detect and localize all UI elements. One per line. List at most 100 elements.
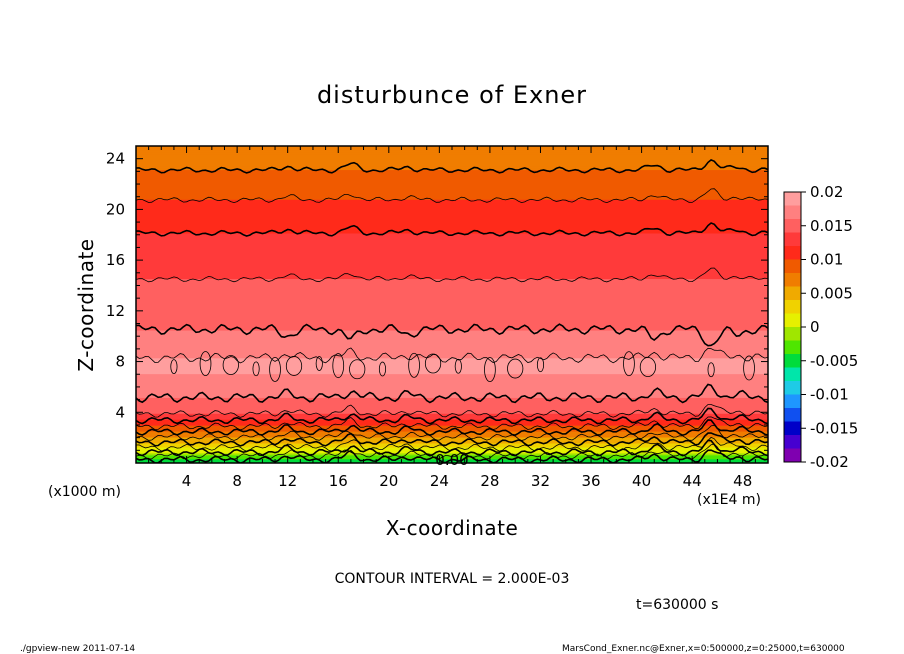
field-band xyxy=(136,421,768,424)
field-band xyxy=(136,175,768,178)
field-band xyxy=(136,446,768,450)
field-band xyxy=(136,248,768,252)
field-band xyxy=(136,300,768,303)
colorbar-swatch xyxy=(784,408,801,422)
field-band xyxy=(136,211,768,214)
contour-line xyxy=(136,323,768,347)
field-band xyxy=(136,284,768,287)
field-band xyxy=(136,375,768,379)
zero-contour-label: 0.00 xyxy=(435,451,468,469)
colorbar xyxy=(784,192,801,462)
field-band xyxy=(136,242,768,246)
field-band xyxy=(136,149,768,153)
contour-line xyxy=(136,267,768,283)
field-band xyxy=(136,427,768,430)
colorbar-swatch xyxy=(784,435,801,449)
field-band xyxy=(136,296,768,299)
colorbar-swatch xyxy=(784,327,801,341)
field-band xyxy=(136,405,768,408)
x-tick-label: 24 xyxy=(430,472,449,490)
contour-cell xyxy=(424,353,442,374)
field-band xyxy=(136,224,768,228)
colorbar-swatch xyxy=(784,421,801,435)
y-unit-label: (x1000 m) xyxy=(48,484,121,500)
x-unit-label: (x1E4 m) xyxy=(697,492,761,508)
field-band xyxy=(136,329,768,333)
field-band xyxy=(136,431,768,434)
field-band xyxy=(136,423,768,426)
contour-line xyxy=(136,416,768,431)
field-band xyxy=(136,345,768,349)
field-band xyxy=(136,318,768,321)
contour-line xyxy=(136,404,768,418)
contour-cell xyxy=(623,351,635,377)
colorbar-swatch xyxy=(784,381,801,395)
field-band xyxy=(136,290,768,293)
heatmap-field xyxy=(136,146,768,463)
field-band xyxy=(136,456,768,460)
field-band xyxy=(136,286,768,289)
field-band xyxy=(136,389,768,392)
field-band xyxy=(136,205,768,208)
field-band xyxy=(136,391,768,394)
field-band xyxy=(136,371,768,375)
field-band xyxy=(136,347,768,351)
field-band xyxy=(136,308,768,311)
field-band xyxy=(136,397,768,400)
field-band xyxy=(136,276,768,280)
contour-cell xyxy=(315,356,323,371)
colorbar-swatch xyxy=(784,246,801,260)
colorbar-swatch xyxy=(784,259,801,273)
contour-cell xyxy=(332,353,345,379)
contour-cell xyxy=(639,357,657,377)
field-band xyxy=(136,363,768,367)
field-band xyxy=(136,270,768,274)
contour-line xyxy=(136,424,768,442)
x-axis-label: X-coordinate xyxy=(386,516,519,540)
field-band xyxy=(136,159,768,163)
contour-cell xyxy=(285,356,303,376)
contour-cell xyxy=(269,356,281,382)
field-band xyxy=(136,151,768,155)
field-band xyxy=(136,161,768,165)
field-band xyxy=(136,213,768,216)
field-band xyxy=(136,280,768,284)
field-band xyxy=(136,324,768,327)
field-band xyxy=(136,234,768,238)
field-band xyxy=(136,254,768,258)
field-band xyxy=(136,383,768,387)
field-band xyxy=(136,353,768,357)
time-text: t=630000 s xyxy=(636,597,718,613)
field-band xyxy=(136,442,768,446)
colorbar-tick-label: -0.005 xyxy=(810,352,858,370)
colorbar-tick-label: -0.01 xyxy=(810,386,849,404)
x-tick-label: 12 xyxy=(278,472,297,490)
field-band xyxy=(136,432,768,436)
contour-cell xyxy=(507,358,524,379)
contour-cell xyxy=(707,362,715,378)
field-band xyxy=(136,355,768,359)
contour-cell xyxy=(252,361,260,377)
field-band xyxy=(136,407,768,410)
field-band xyxy=(136,379,768,383)
x-tick-label: 16 xyxy=(329,472,348,490)
colorbar-tick-label: 0.02 xyxy=(810,183,843,201)
field-band xyxy=(136,349,768,353)
contour-lines xyxy=(136,158,768,463)
field-band xyxy=(136,322,768,325)
field-band xyxy=(136,401,768,404)
colorbar-swatch xyxy=(784,340,801,354)
colorbar-swatch xyxy=(784,354,801,368)
field-band xyxy=(136,193,768,196)
field-band xyxy=(136,450,768,454)
contour-cells xyxy=(170,351,755,383)
field-band xyxy=(136,314,768,317)
field-band xyxy=(136,357,768,361)
field-band xyxy=(136,167,768,171)
field-band xyxy=(136,429,768,432)
contour-line xyxy=(136,158,768,174)
field-band xyxy=(136,365,768,369)
field-band xyxy=(136,272,768,276)
x-tick-label: 4 xyxy=(182,472,192,490)
x-tick-label: 44 xyxy=(683,472,702,490)
